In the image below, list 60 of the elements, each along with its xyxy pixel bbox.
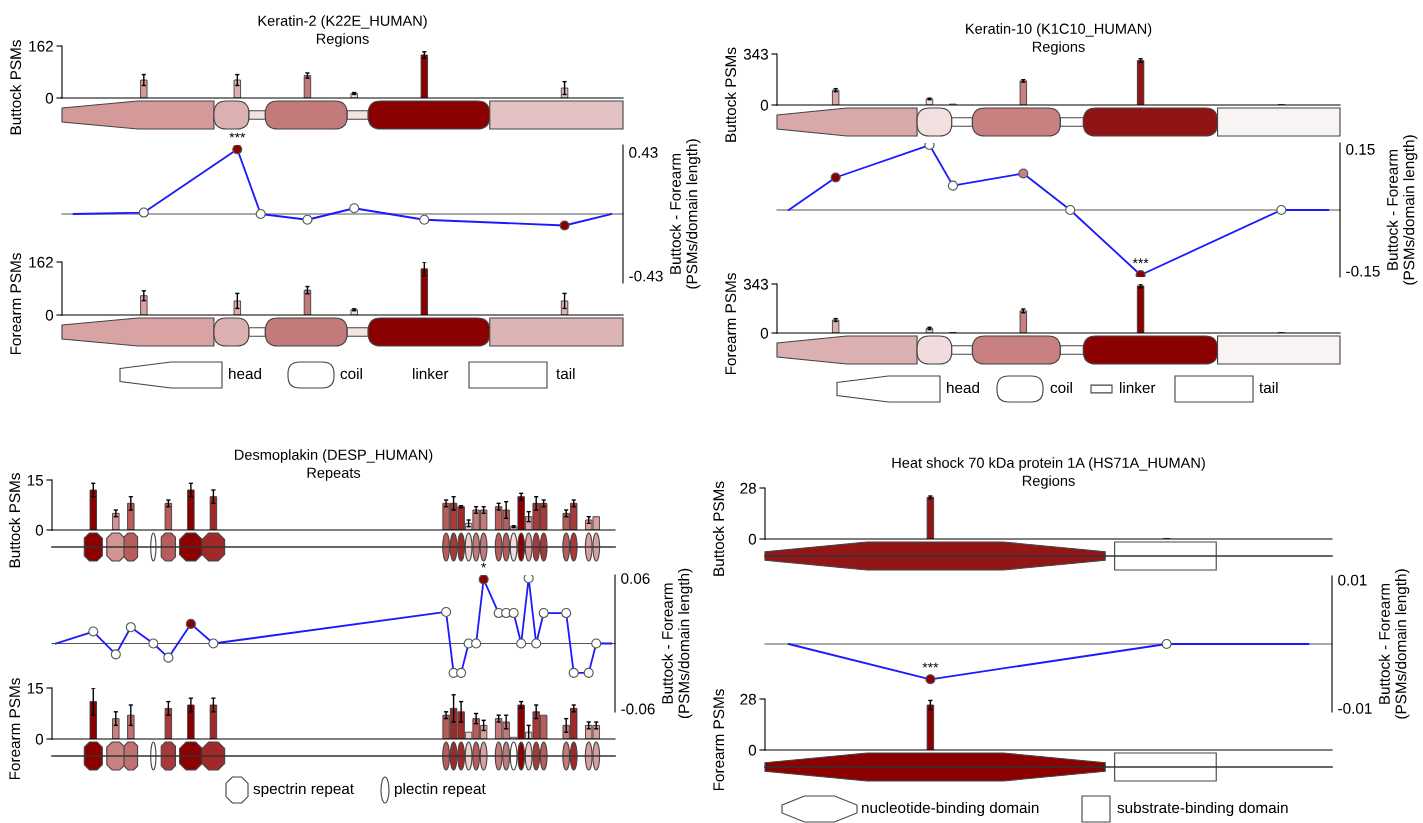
y-tick-label: 28 bbox=[740, 693, 756, 705]
text: coil bbox=[340, 367, 362, 380]
data-label: *** bbox=[229, 132, 246, 138]
chart-title: Keratin-10 (K1C10_HUMAN) bbox=[966, 23, 1152, 37]
data-label: * bbox=[481, 562, 487, 568]
y-tick-label: 0 bbox=[35, 733, 44, 745]
y-tick-label: -0.15 bbox=[1346, 265, 1380, 277]
y-tick-label: 162 bbox=[29, 256, 53, 268]
y-axis-title: Buttock - Forearm (PSMs/domain length) bbox=[661, 568, 693, 719]
text: head bbox=[947, 381, 979, 394]
y-tick-label: 0 bbox=[760, 99, 769, 111]
chart-subtitle: Repeats bbox=[307, 467, 361, 481]
chart-subtitle: Regions bbox=[316, 33, 369, 47]
y-axis-title: Buttock - Forearm (PSMs/domain length) bbox=[1386, 135, 1418, 285]
y-axis-title: Buttock PSMs bbox=[712, 481, 725, 576]
chart-title: Desmoplakin (DESP_HUMAN) bbox=[235, 449, 433, 463]
text: nucleotide-binding domain bbox=[862, 801, 1039, 817]
text: spectrin repeat bbox=[253, 782, 354, 798]
chart-subtitle: Regions bbox=[1032, 41, 1085, 55]
y-axis-title: Buttock PSMs bbox=[9, 40, 22, 135]
chart-subtitle: Regions bbox=[1022, 475, 1075, 489]
y-tick-label: 343 bbox=[743, 48, 768, 60]
y-tick-label: 0.15 bbox=[1346, 143, 1375, 155]
y-tick-label: 0 bbox=[760, 327, 769, 339]
y-axis-title: Buttock PSMs bbox=[8, 473, 21, 568]
y-tick-label: 0 bbox=[45, 309, 54, 321]
y-axis-title: Forearm PSMs bbox=[9, 678, 21, 780]
text: plectin repeat bbox=[394, 782, 486, 798]
y-axis-title: Buttock - Forearm (PSMs/domain length) bbox=[669, 139, 701, 289]
y-tick-label: -0.01 bbox=[1338, 703, 1372, 714]
text: linker bbox=[1120, 381, 1156, 394]
y-tick-label: 28 bbox=[740, 482, 756, 494]
y-tick-label: -0.43 bbox=[629, 270, 663, 282]
y-tick-label: 15 bbox=[27, 475, 44, 486]
y-axis-title: Buttock - Forearm (PSMs/domain length) bbox=[1378, 569, 1410, 719]
text: substrate-binding domain bbox=[1117, 801, 1288, 817]
text: tail bbox=[1259, 381, 1278, 394]
y-tick-label: 162 bbox=[29, 40, 53, 52]
y-axis-title: Forearm PSMs bbox=[725, 273, 737, 375]
y-tick-label: -0.06 bbox=[621, 703, 655, 715]
text: tail bbox=[556, 367, 575, 380]
chart-title: Keratin-2 (K22E_HUMAN) bbox=[258, 15, 427, 29]
text: linker bbox=[413, 367, 449, 380]
chart-title: Heat shock 70 kDa protein 1A (HS71A_HUMAN) bbox=[892, 457, 1205, 471]
y-axis-title: Forearm PSMs bbox=[713, 689, 725, 791]
y-tick-label: 0 bbox=[748, 533, 757, 545]
y-tick-label: 0.01 bbox=[1338, 574, 1367, 586]
y-axis-title: Buttock PSMs bbox=[724, 47, 737, 142]
y-tick-label: 0 bbox=[35, 524, 44, 536]
y-tick-label: 0.06 bbox=[621, 573, 650, 584]
y-tick-label: 0 bbox=[748, 744, 757, 756]
y-tick-label: 15 bbox=[27, 683, 44, 694]
text: head bbox=[229, 367, 261, 380]
text: coil bbox=[1050, 381, 1072, 394]
y-tick-label: 343 bbox=[743, 278, 768, 290]
data-label: *** bbox=[1132, 258, 1149, 264]
data-label: *** bbox=[922, 662, 939, 668]
y-tick-label: 0 bbox=[45, 92, 54, 104]
y-axis-title: Forearm PSMs bbox=[10, 253, 22, 355]
y-tick-label: 0.43 bbox=[629, 147, 658, 158]
